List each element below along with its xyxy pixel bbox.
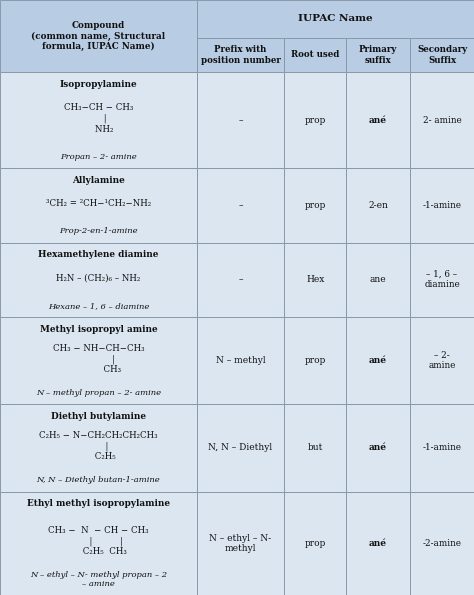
Text: ané: ané	[369, 356, 387, 365]
Text: CH₃ −  N  − CH − CH₃
      |          |
     C₂H₅  CH₃: CH₃ − N − CH − CH₃ | | C₂H₅ CH₃	[48, 526, 149, 556]
Bar	[284, 317, 346, 404]
Text: prop: prop	[304, 538, 326, 548]
Text: but: but	[308, 443, 323, 452]
Text: Ethyl methyl isopropylamine: Ethyl methyl isopropylamine	[27, 499, 170, 508]
Bar	[0, 491, 197, 595]
Text: CH₃ − NH−CH−CH₃
           |
          CH₃: CH₃ − NH−CH−CH₃ | CH₃	[53, 344, 144, 374]
Bar	[197, 243, 284, 317]
Text: –: –	[238, 116, 243, 125]
Text: 2- amine: 2- amine	[423, 116, 461, 125]
Text: Hexamethylene diamine: Hexamethylene diamine	[38, 250, 158, 259]
Bar	[410, 73, 474, 168]
Bar	[284, 168, 346, 243]
Text: Diethyl butylamine: Diethyl butylamine	[51, 412, 146, 421]
Bar	[410, 37, 474, 73]
Text: Prefix with
position number: Prefix with position number	[201, 45, 281, 65]
Text: N, N – Diethyl butan-1-amine: N, N – Diethyl butan-1-amine	[36, 477, 160, 484]
Text: – 1, 6 –
diamine: – 1, 6 – diamine	[424, 270, 460, 289]
Text: prop: prop	[304, 356, 326, 365]
Bar	[284, 404, 346, 491]
Text: prop: prop	[304, 116, 326, 125]
Text: ³CH₂ = ²CH−¹CH₂−NH₂: ³CH₂ = ²CH−¹CH₂−NH₂	[46, 199, 151, 208]
Text: Isopropylamine: Isopropylamine	[60, 80, 137, 89]
Text: -2-amine: -2-amine	[422, 538, 462, 548]
Text: Secondary
Suffix: Secondary Suffix	[417, 45, 467, 65]
Text: -1-amine: -1-amine	[422, 201, 462, 210]
Bar	[346, 73, 410, 168]
Bar	[0, 243, 197, 317]
Text: Propan – 2- amine: Propan – 2- amine	[60, 153, 137, 161]
Text: Root used: Root used	[291, 51, 339, 60]
Bar	[0, 0, 197, 73]
Bar	[410, 404, 474, 491]
Text: Hex: Hex	[306, 275, 324, 284]
Text: IUPAC Name: IUPAC Name	[298, 14, 373, 23]
Bar	[197, 491, 284, 595]
Text: Allylamine: Allylamine	[72, 176, 125, 185]
Bar	[410, 491, 474, 595]
Bar	[197, 73, 284, 168]
Text: –: –	[238, 201, 243, 210]
Text: ané: ané	[369, 116, 387, 125]
Bar	[0, 404, 197, 491]
Text: prop: prop	[304, 201, 326, 210]
Text: Prop-2-en-1-amine: Prop-2-en-1-amine	[59, 227, 137, 236]
Text: Methyl isopropyl amine: Methyl isopropyl amine	[39, 325, 157, 334]
Text: Compound
(common name, Structural
formula, IUPAC Name): Compound (common name, Structural formul…	[31, 21, 165, 51]
Bar	[410, 317, 474, 404]
Text: ane: ane	[370, 275, 386, 284]
Bar	[197, 404, 284, 491]
Text: N – methyl: N – methyl	[216, 356, 265, 365]
Text: N, N – Diethyl: N, N – Diethyl	[209, 443, 273, 452]
Text: CH₃−CH − CH₃
     |
    NH₂: CH₃−CH − CH₃ | NH₂	[64, 103, 133, 133]
Text: H₂N – (CH₂)₆ – NH₂: H₂N – (CH₂)₆ – NH₂	[56, 274, 140, 283]
Text: N – ethyl – N- methyl propan – 2
– amine: N – ethyl – N- methyl propan – 2 – amine	[30, 571, 167, 588]
Bar	[197, 0, 474, 37]
Bar	[346, 168, 410, 243]
Text: –: –	[238, 275, 243, 284]
Bar	[410, 168, 474, 243]
Bar	[346, 243, 410, 317]
Bar	[410, 243, 474, 317]
Bar	[284, 491, 346, 595]
Bar	[346, 37, 410, 73]
Bar	[0, 168, 197, 243]
Bar	[346, 317, 410, 404]
Bar	[0, 73, 197, 168]
Bar	[0, 317, 197, 404]
Text: N – methyl propan – 2- amine: N – methyl propan – 2- amine	[36, 389, 161, 397]
Bar	[284, 243, 346, 317]
Bar	[197, 37, 284, 73]
Bar	[197, 168, 284, 243]
Text: C₂H₅ − N−CH₂CH₂CH₂CH₃
      |
     C₂H₅: C₂H₅ − N−CH₂CH₂CH₂CH₃ | C₂H₅	[39, 431, 158, 461]
Text: N – ethyl – N-
methyl: N – ethyl – N- methyl	[210, 534, 272, 553]
Bar	[284, 73, 346, 168]
Text: Hexane – 1, 6 – diamine: Hexane – 1, 6 – diamine	[48, 302, 149, 310]
Text: ané: ané	[369, 538, 387, 548]
Text: -1-amine: -1-amine	[422, 443, 462, 452]
Text: Primary
suffix: Primary suffix	[359, 45, 397, 65]
Text: 2-en: 2-en	[368, 201, 388, 210]
Bar	[346, 491, 410, 595]
Bar	[197, 317, 284, 404]
Bar	[284, 37, 346, 73]
Text: ané: ané	[369, 443, 387, 452]
Text: – 2-
amine: – 2- amine	[428, 351, 456, 370]
Bar	[346, 404, 410, 491]
